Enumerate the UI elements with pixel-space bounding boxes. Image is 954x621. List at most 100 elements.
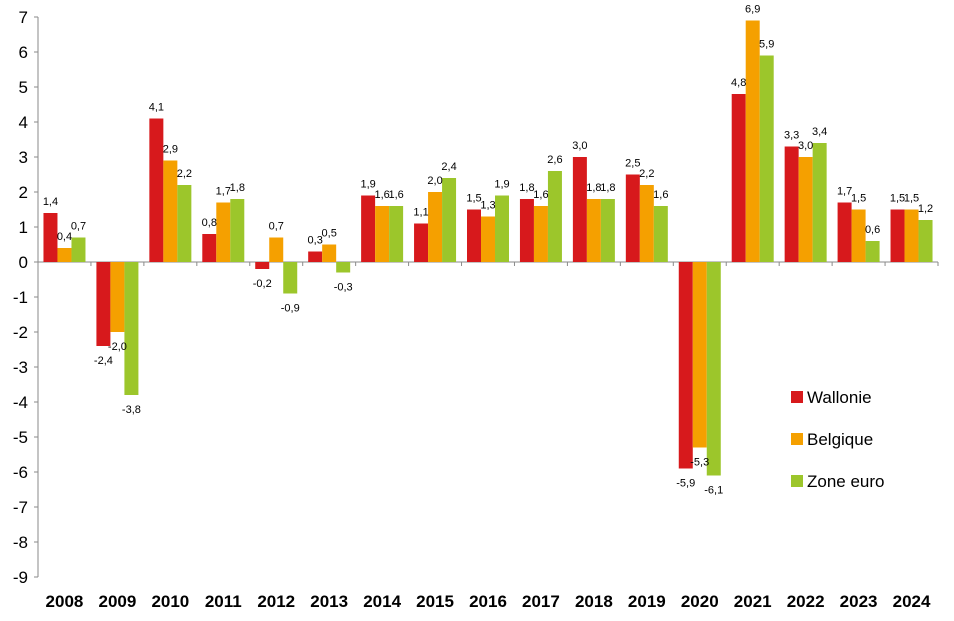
bars bbox=[43, 20, 933, 476]
data-label: -0,9 bbox=[281, 303, 300, 315]
bar bbox=[731, 94, 746, 262]
data-labels: 1,40,40,7-2,4-2,0-3,84,12,92,20,81,71,8-… bbox=[43, 4, 933, 497]
bar bbox=[745, 20, 760, 262]
bar bbox=[692, 262, 707, 448]
data-label: 4,8 bbox=[731, 77, 746, 89]
bar bbox=[890, 209, 905, 262]
data-label: 2,0 bbox=[427, 175, 442, 187]
bar bbox=[110, 262, 125, 332]
x-tick-label: 2024 bbox=[893, 592, 931, 611]
bar bbox=[255, 262, 270, 269]
x-tick-label: 2011 bbox=[205, 592, 242, 611]
data-label: 1,6 bbox=[653, 189, 668, 201]
bar bbox=[428, 192, 443, 262]
x-tick-label: 2020 bbox=[681, 592, 719, 611]
bar bbox=[904, 209, 919, 262]
bar bbox=[533, 206, 548, 262]
data-label: 4,1 bbox=[149, 102, 164, 114]
data-label: -5,9 bbox=[676, 478, 695, 490]
data-label: 1,9 bbox=[494, 179, 509, 191]
bar bbox=[308, 251, 323, 262]
bar bbox=[519, 199, 534, 262]
data-label: -3,8 bbox=[122, 404, 141, 416]
y-tick-label: -1 bbox=[13, 288, 28, 307]
data-label: 2,9 bbox=[163, 144, 178, 156]
data-label: 1,5 bbox=[851, 193, 866, 205]
data-label: 1,5 bbox=[890, 193, 905, 205]
bar bbox=[706, 262, 721, 476]
data-label: 0,8 bbox=[202, 217, 217, 229]
bar bbox=[572, 157, 587, 262]
data-label: 1,5 bbox=[466, 193, 481, 205]
data-label: 0,7 bbox=[269, 221, 284, 233]
data-label: -6,1 bbox=[704, 485, 723, 497]
bar bbox=[812, 143, 827, 262]
y-tick-label: 1 bbox=[19, 218, 28, 237]
bar bbox=[798, 157, 813, 262]
bar bbox=[918, 220, 933, 262]
x-tick-label: 2013 bbox=[310, 592, 348, 611]
bar bbox=[837, 202, 852, 262]
legend-swatch bbox=[791, 391, 803, 403]
data-label: -5,3 bbox=[690, 457, 709, 469]
bar bbox=[547, 171, 562, 262]
bar bbox=[375, 206, 390, 262]
y-tick-label: -2 bbox=[13, 323, 28, 342]
x-tick-label: 2018 bbox=[575, 592, 613, 611]
data-label: 2,6 bbox=[547, 154, 562, 166]
data-label: 2,2 bbox=[177, 168, 192, 180]
y-tick-label: 4 bbox=[19, 113, 28, 132]
data-label: 2,4 bbox=[441, 161, 456, 173]
x-tick-label: 2010 bbox=[151, 592, 189, 611]
data-label: 1,8 bbox=[230, 182, 245, 194]
y-tick-label: 5 bbox=[19, 78, 28, 97]
x-tick-label: 2014 bbox=[363, 592, 401, 611]
data-label: 3,0 bbox=[798, 140, 813, 152]
y-tick-label: -5 bbox=[13, 428, 28, 447]
data-label: -2,4 bbox=[94, 355, 113, 367]
data-label: 0,6 bbox=[865, 224, 880, 236]
x-tick-label: 2019 bbox=[628, 592, 666, 611]
bar bbox=[216, 202, 231, 262]
data-label: 0,7 bbox=[71, 221, 86, 233]
data-label: 1,1 bbox=[413, 207, 428, 219]
legend-label: Belgique bbox=[807, 430, 873, 449]
bar bbox=[653, 206, 668, 262]
bar bbox=[784, 146, 799, 262]
bar bbox=[43, 213, 58, 262]
y-tick-label: 2 bbox=[19, 183, 28, 202]
bar bbox=[586, 199, 601, 262]
bar bbox=[149, 118, 164, 262]
bar bbox=[177, 185, 192, 262]
data-label: 1,8 bbox=[600, 182, 615, 194]
x-tick-label: 2016 bbox=[469, 592, 507, 611]
bar bbox=[600, 199, 615, 262]
data-label: 0,4 bbox=[57, 231, 72, 243]
x-tick-label: 2021 bbox=[734, 592, 772, 611]
bar bbox=[678, 262, 693, 469]
bar bbox=[361, 195, 376, 262]
bar bbox=[124, 262, 139, 395]
bar bbox=[283, 262, 298, 294]
legend-label: Wallonie bbox=[807, 388, 872, 407]
x-tick-label: 2009 bbox=[98, 592, 136, 611]
bar bbox=[71, 237, 86, 262]
x-tick-label: 2015 bbox=[416, 592, 454, 611]
bar bbox=[414, 223, 429, 262]
data-label: -0,2 bbox=[253, 278, 272, 290]
data-label: 1,9 bbox=[360, 179, 375, 191]
bar bbox=[322, 244, 337, 262]
data-label: -0,3 bbox=[334, 282, 353, 294]
y-tick-label: -3 bbox=[13, 358, 28, 377]
data-label: -2,0 bbox=[108, 341, 127, 353]
bar bbox=[442, 178, 457, 262]
bar bbox=[163, 160, 178, 262]
x-tick-label: 2023 bbox=[840, 592, 878, 611]
data-label: 3,0 bbox=[572, 140, 587, 152]
bar bbox=[865, 241, 880, 262]
bar bbox=[481, 216, 495, 262]
legend: Wallonie Belgique Zone euro bbox=[791, 388, 885, 491]
bar bbox=[96, 262, 111, 346]
y-tick-label: 3 bbox=[19, 148, 28, 167]
